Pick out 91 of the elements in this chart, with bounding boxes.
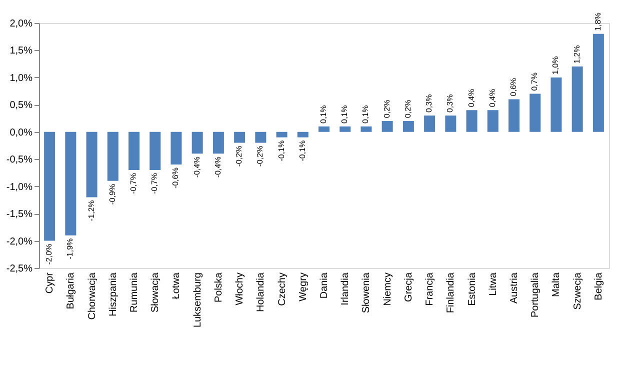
data-label: -0,1% [298, 140, 307, 162]
bar [65, 132, 76, 236]
data-label: -1,9% [66, 238, 75, 260]
x-tick-label: Dania [319, 272, 330, 299]
bar [508, 99, 520, 132]
x-tick-label: Łotwa [171, 272, 182, 300]
bar [340, 126, 351, 132]
data-label: -0,7% [129, 173, 138, 194]
y-tick-label: 0,0% [10, 127, 33, 138]
bar [128, 132, 140, 170]
data-label: 0,7% [530, 72, 540, 91]
bar [592, 34, 604, 132]
x-tick-label: Słowacja [150, 272, 162, 313]
bar [150, 132, 161, 170]
data-label: -0,1% [276, 140, 286, 162]
bar [550, 77, 562, 132]
data-label: -0,6% [171, 168, 180, 188]
data-label: 1,2% [572, 45, 582, 64]
bar [487, 110, 498, 132]
bar [255, 132, 266, 143]
y-tick-label: -1,5% [6, 209, 33, 220]
x-tick-label: Chorwacja [86, 272, 98, 320]
x-tick-label: Litwa [488, 272, 499, 296]
x-tick-label: Luksemburg [192, 272, 204, 328]
data-label: -0,4% [213, 156, 222, 178]
bar [466, 110, 478, 132]
data-label: 0,1% [361, 105, 370, 124]
x-tick-label: Estonia [466, 272, 478, 306]
bar [318, 126, 330, 132]
data-label: -0,7% [150, 173, 160, 194]
bar [170, 132, 182, 165]
bar [360, 126, 372, 132]
x-tick-label: Francja [424, 272, 436, 306]
y-tick-label: -2,0% [6, 236, 33, 248]
data-label: 1,8% [593, 12, 602, 31]
bar [276, 132, 288, 138]
bar [107, 132, 118, 181]
y-tick-label: 1,0% [10, 72, 33, 84]
x-tick-label: Portugalia [530, 272, 542, 318]
bar [44, 132, 56, 241]
data-label: -0,2% [256, 146, 265, 167]
x-tick-label: Austria [509, 272, 520, 304]
bar [86, 132, 98, 198]
x-tick-label: Słowenia [361, 272, 372, 314]
bar [297, 132, 308, 138]
data-label: -0,9% [108, 184, 117, 205]
x-tick-label: Hiszpania [108, 272, 119, 316]
x-tick-label: Holandia [256, 272, 267, 312]
bar [445, 116, 456, 132]
data-label: -0,4% [192, 156, 202, 178]
x-tick-label: Cypr [44, 272, 56, 294]
bar [382, 121, 393, 132]
y-tick-label: 0,5% [10, 100, 33, 112]
x-tick-label: Belgia [593, 272, 604, 300]
x-tick-label: Malta [551, 272, 562, 297]
x-tick-label: Grecja [403, 272, 414, 302]
bar [424, 116, 436, 132]
y-tick-label: 1,5% [10, 46, 33, 57]
data-label: 0,2% [382, 100, 392, 118]
x-tick-label: Rumunia [129, 272, 140, 313]
x-tick-label: Irlandia [340, 272, 352, 306]
data-label: -2,0% [44, 244, 54, 265]
x-tick-label: Niemcy [382, 272, 394, 306]
data-label: 0,3% [446, 94, 455, 113]
y-tick-label: -0,5% [6, 154, 33, 166]
x-tick-label: Włochy [234, 272, 246, 306]
data-label: 0,6% [509, 78, 518, 96]
data-label: 0,4% [488, 88, 497, 108]
bar [234, 132, 246, 143]
bar [530, 94, 541, 132]
y-tick-label: -1,0% [6, 182, 33, 193]
data-label: 1,0% [551, 56, 560, 74]
data-label: 0,1% [340, 105, 350, 124]
bar [572, 66, 583, 132]
bar [402, 121, 414, 132]
data-label: -0,2% [234, 146, 244, 167]
bar [212, 132, 224, 154]
data-label: 0,2% [403, 100, 412, 118]
x-tick-label: Bułgaria [66, 272, 77, 310]
x-tick-label: Węgry [298, 272, 309, 302]
bar [192, 132, 203, 154]
y-tick-label: 2,0% [10, 18, 33, 30]
x-tick-label: Finlandia [446, 272, 457, 314]
x-tick-label: Szwecja [572, 272, 584, 310]
data-label: 0,4% [466, 88, 476, 108]
data-label: -1,2% [86, 200, 96, 222]
x-tick-label: Polska [213, 272, 224, 303]
data-label: 0,3% [424, 94, 434, 113]
y-tick-label: -2,5% [6, 264, 33, 274]
data-label: 0,1% [319, 105, 328, 124]
x-tick-label: Czechy [276, 272, 288, 306]
